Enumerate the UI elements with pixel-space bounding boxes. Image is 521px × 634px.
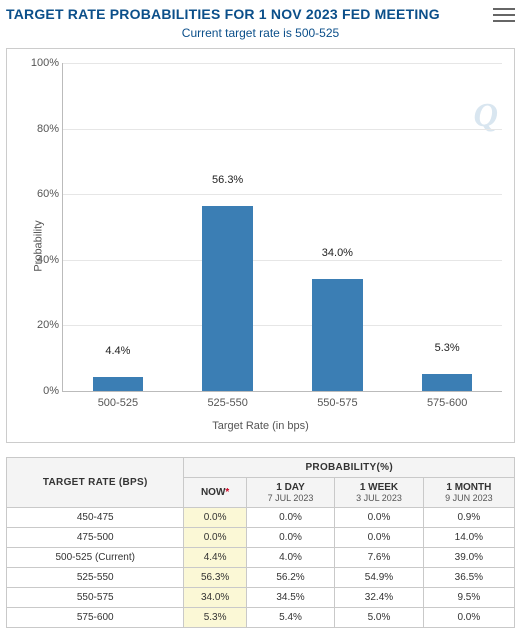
cell-w1: 5.0% <box>335 608 423 628</box>
table-row: 475-5000.0%0.0%0.0%14.0% <box>7 528 515 548</box>
gridline <box>63 194 502 195</box>
cell-d1: 56.2% <box>246 568 334 588</box>
x-tick: 525-550 <box>207 397 247 409</box>
asterisk-icon: * <box>225 487 229 498</box>
gridline <box>63 63 502 64</box>
cell-category: 550-575 <box>7 588 184 608</box>
cell-m1: 14.0% <box>423 528 514 548</box>
cell-category: 525-550 <box>7 568 184 588</box>
table-header-w1: 1 WEEK3 JUL 2023 <box>335 478 423 508</box>
y-tick: 40% <box>21 254 59 266</box>
cell-w1: 0.0% <box>335 528 423 548</box>
table-row: 575-6005.3%5.4%5.0%0.0% <box>7 608 515 628</box>
y-tick: 60% <box>21 188 59 200</box>
bar-value-label: 56.3% <box>212 174 243 190</box>
cell-d1: 5.4% <box>246 608 334 628</box>
y-tick: 80% <box>21 123 59 135</box>
cell-m1: 0.0% <box>423 608 514 628</box>
cell-m1: 36.5% <box>423 568 514 588</box>
bar[interactable] <box>202 206 252 391</box>
cell-d1: 4.0% <box>246 548 334 568</box>
y-tick: 0% <box>21 385 59 397</box>
cell-d1: 34.5% <box>246 588 334 608</box>
bar[interactable] <box>312 279 362 391</box>
cell-w1: 7.6% <box>335 548 423 568</box>
cell-w1: 54.9% <box>335 568 423 588</box>
probability-table: TARGET RATE (BPS)PROBABILITY(%)NOW*1 DAY… <box>6 457 515 628</box>
bar-value-label: 34.0% <box>322 247 353 263</box>
cell-now: 0.0% <box>184 528 246 548</box>
table-row: 525-55056.3%56.2%54.9%36.5% <box>7 568 515 588</box>
cell-d1: 0.0% <box>246 528 334 548</box>
bar[interactable] <box>422 374 472 391</box>
table-header-d1: 1 DAY7 JUL 2023 <box>246 478 334 508</box>
y-tick: 100% <box>21 57 59 69</box>
cell-m1: 9.5% <box>423 588 514 608</box>
cell-now: 34.0% <box>184 588 246 608</box>
cell-d1: 0.0% <box>246 508 334 528</box>
x-tick: 550-575 <box>317 397 357 409</box>
cell-category: 450-475 <box>7 508 184 528</box>
table-row: 500-525 (Current)4.4%4.0%7.6%39.0% <box>7 548 515 568</box>
bar-value-label: 4.4% <box>105 345 130 361</box>
subtitle: Current target rate is 500-525 <box>6 26 515 40</box>
probability-bar-chart: Q Probability 0%20%40%60%80%100%4.4%500-… <box>6 48 515 443</box>
table-row: 450-4750.0%0.0%0.0%0.9% <box>7 508 515 528</box>
cell-category: 575-600 <box>7 608 184 628</box>
cell-now: 5.3% <box>184 608 246 628</box>
plot-area: 0%20%40%60%80%100%4.4%500-52556.3%525-55… <box>62 63 502 392</box>
gridline <box>63 260 502 261</box>
gridline <box>63 129 502 130</box>
cell-now: 0.0% <box>184 508 246 528</box>
table-header-now: NOW* <box>184 478 246 508</box>
y-tick: 20% <box>21 319 59 331</box>
table-header-m1: 1 MONTH9 JUN 2023 <box>423 478 514 508</box>
cell-w1: 0.0% <box>335 508 423 528</box>
bar[interactable] <box>93 377 143 391</box>
x-tick: 500-525 <box>98 397 138 409</box>
gridline <box>63 325 502 326</box>
cell-category: 475-500 <box>7 528 184 548</box>
table-row: 550-57534.0%34.5%32.4%9.5% <box>7 588 515 608</box>
cell-m1: 39.0% <box>423 548 514 568</box>
cell-category: 500-525 (Current) <box>7 548 184 568</box>
bar-value-label: 5.3% <box>435 342 460 358</box>
page-title: TARGET RATE PROBABILITIES FOR 1 NOV 2023… <box>6 6 440 22</box>
table-header-category: TARGET RATE (BPS) <box>7 458 184 508</box>
x-axis-label: Target Rate (in bps) <box>212 420 309 432</box>
x-tick: 575-600 <box>427 397 467 409</box>
hamburger-menu-icon[interactable] <box>493 6 515 24</box>
cell-w1: 32.4% <box>335 588 423 608</box>
cell-now: 4.4% <box>184 548 246 568</box>
cell-now: 56.3% <box>184 568 246 588</box>
cell-m1: 0.9% <box>423 508 514 528</box>
table-header-group: PROBABILITY(%) <box>184 458 515 478</box>
